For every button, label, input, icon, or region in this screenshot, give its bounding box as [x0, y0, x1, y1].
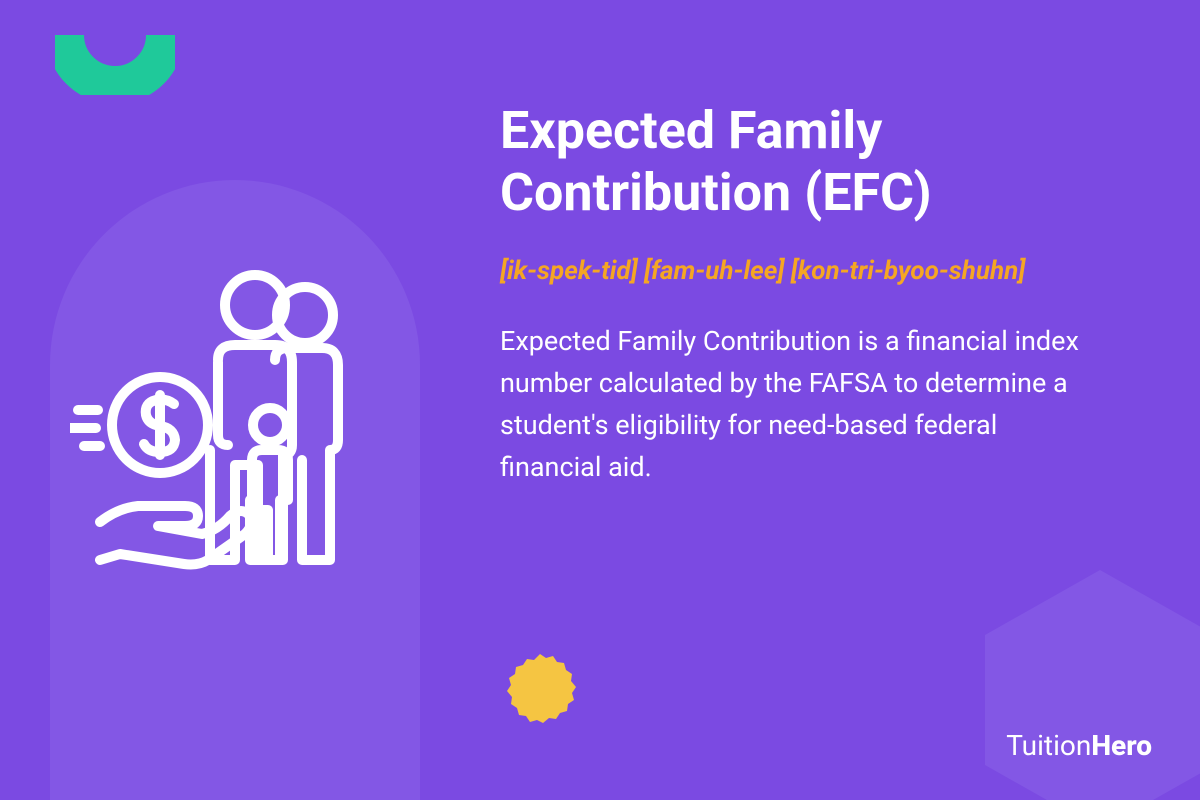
hexagon-decoration [960, 560, 1200, 800]
content-block: Expected Family Contribution (EFC) [ik-s… [500, 100, 1140, 489]
seal-badge-icon [500, 650, 580, 730]
infographic-card: Expected Family Contribution (EFC) [ik-s… [0, 0, 1200, 800]
definition-text: Expected Family Contribution is a financ… [500, 321, 1080, 488]
brand-part2: Hero [1091, 729, 1152, 762]
arc-decoration [55, 35, 175, 95]
brand-logo: TuitionHero [1006, 729, 1152, 762]
brand-part1: Tuition [1006, 729, 1091, 762]
term-title: Expected Family Contribution (EFC) [500, 100, 1140, 225]
pronunciation-text: [ik-spek-tid] [fam-uh-lee] [kon-tri-byoo… [500, 253, 1140, 289]
family-money-icon [70, 260, 410, 600]
